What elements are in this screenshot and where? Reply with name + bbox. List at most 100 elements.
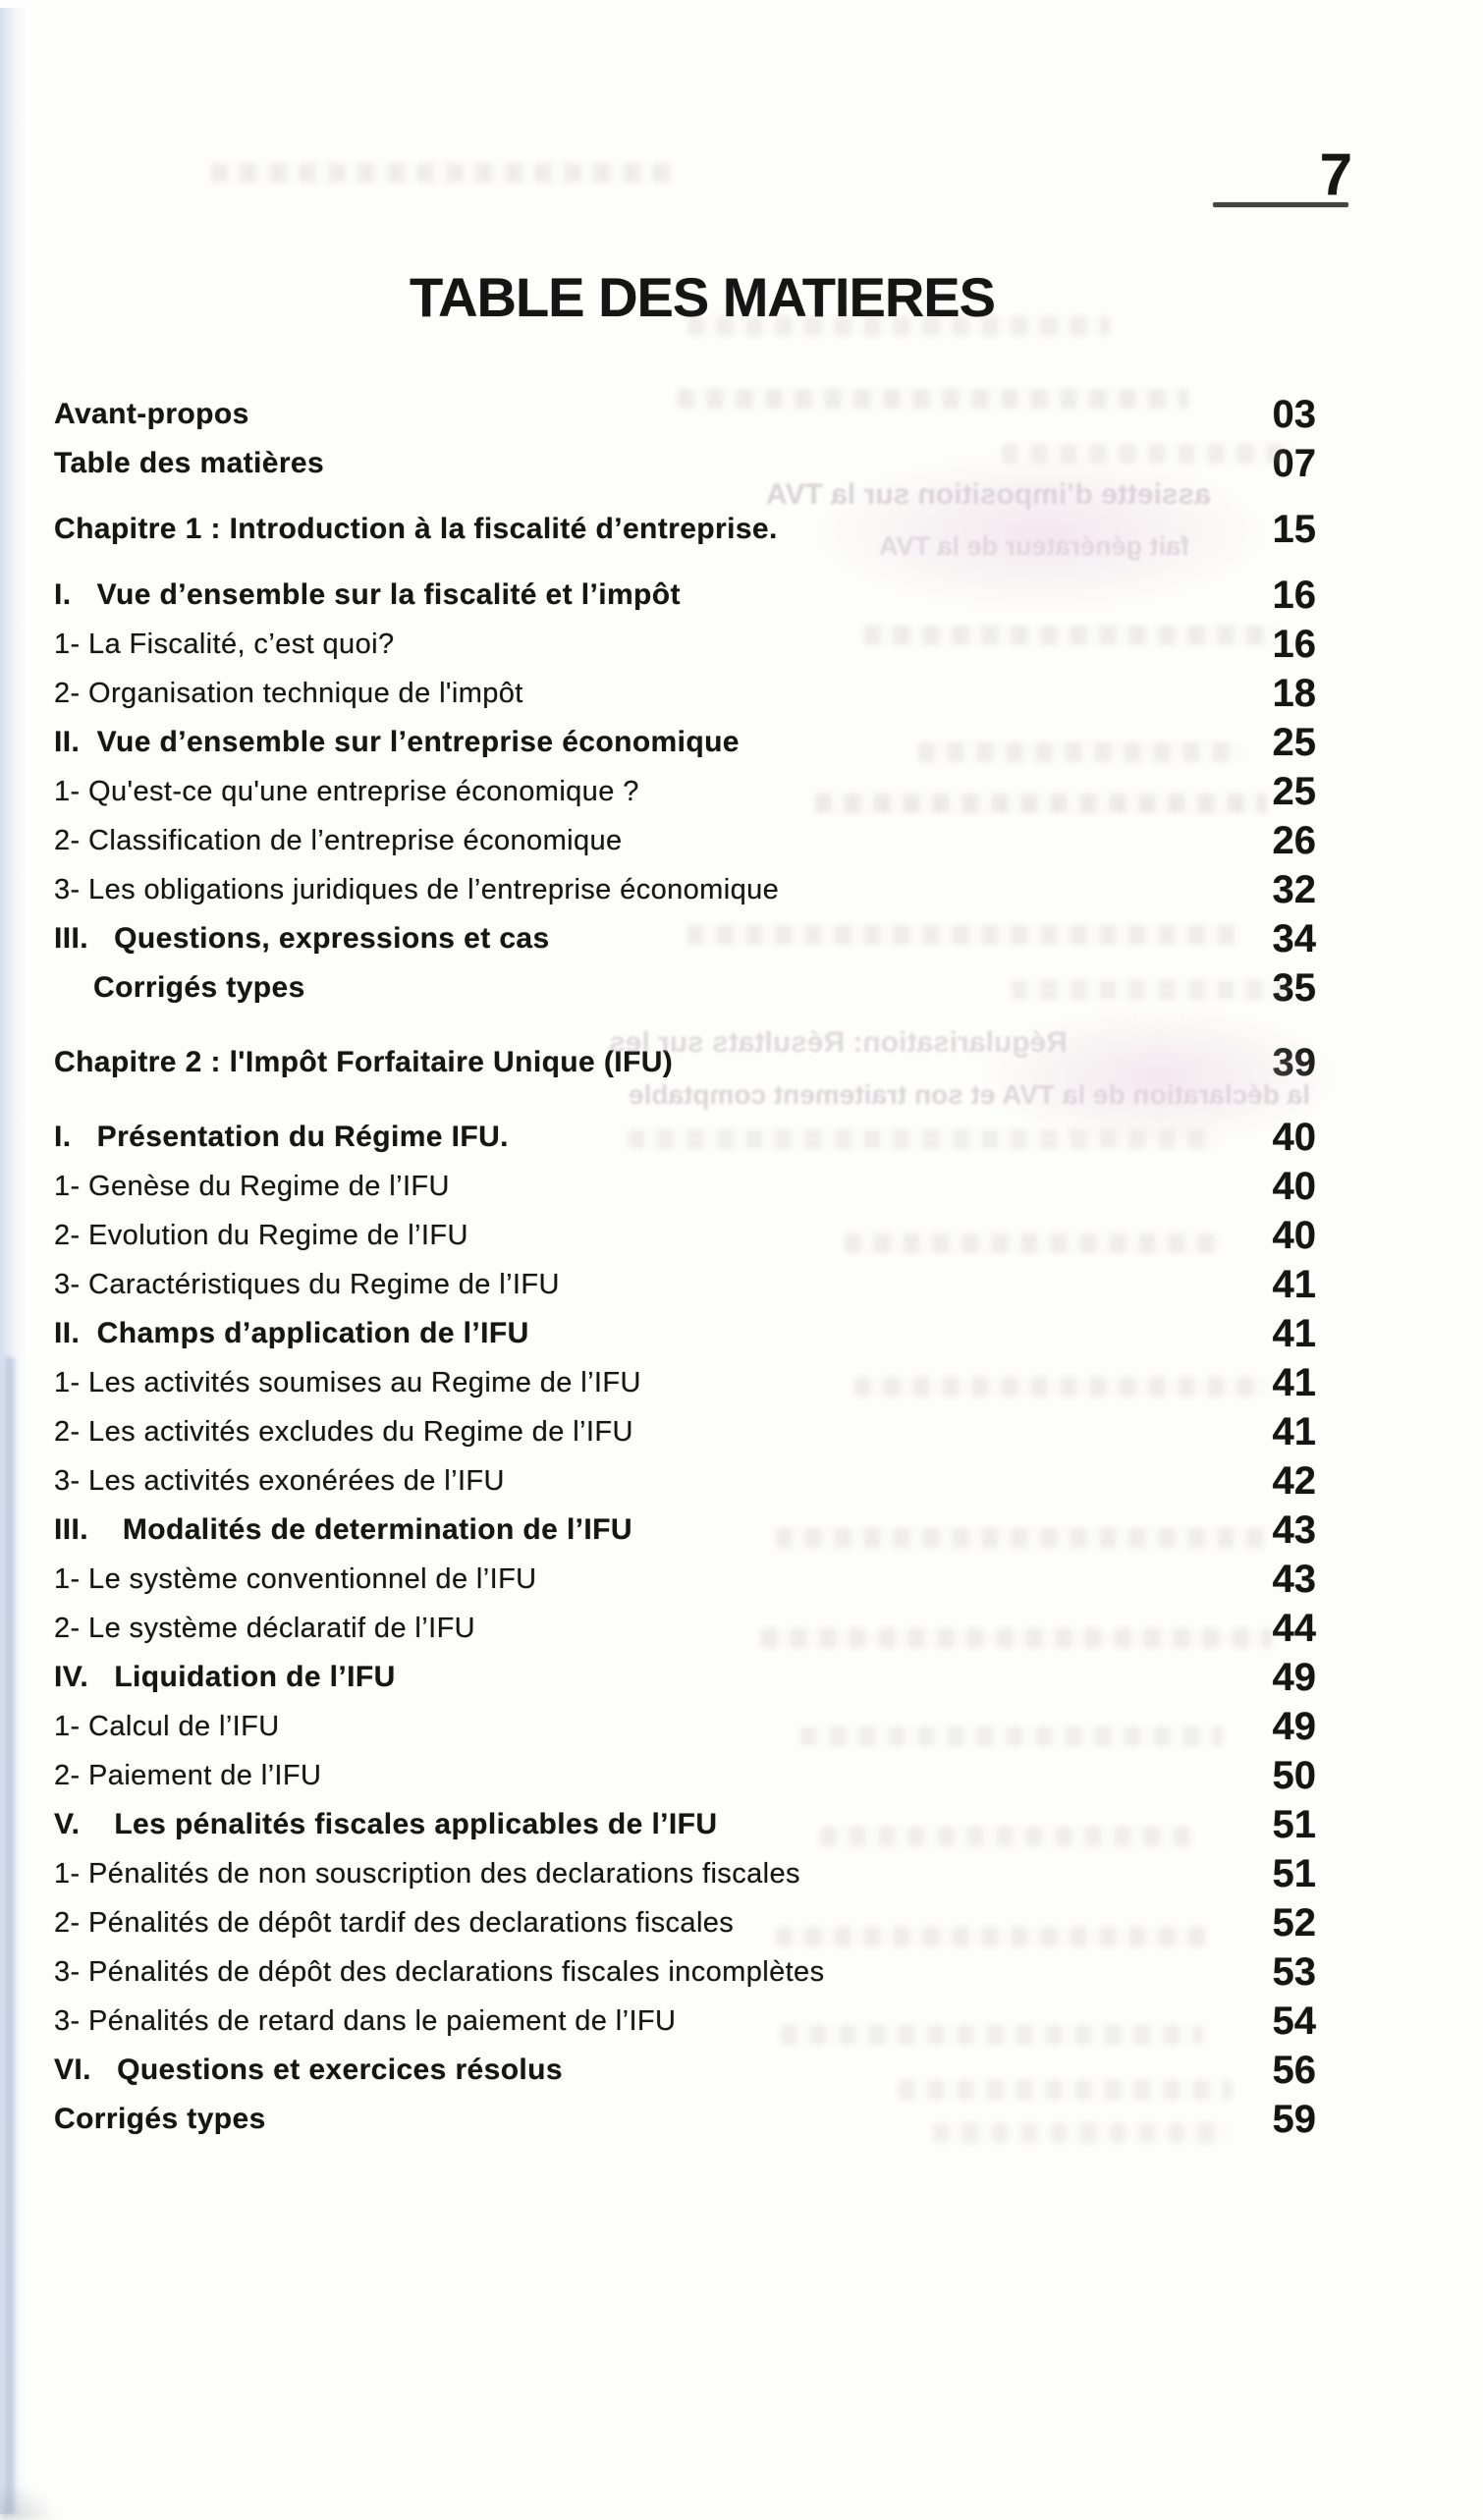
toc-row: 2- Pénalités de dépôt tardif des declara…: [54, 1898, 1316, 1947]
toc-row: Corrigés types 59: [54, 2095, 1316, 2144]
toc-entry-page-number: 41: [1272, 1361, 1317, 1404]
toc-entry-label: 2- Classification de l’entreprise économ…: [54, 824, 623, 856]
toc-row: III. Modalités de determination de l’IFU…: [54, 1506, 1316, 1555]
toc-entry-label: 1- Les activités soumises au Regime de l…: [54, 1366, 641, 1398]
toc-entry-label: 3- Caractéristiques du Regime de l’IFU: [54, 1268, 560, 1300]
toc-entry-page-number: 51: [1272, 1803, 1317, 1846]
toc-entry-page-number: 54: [1272, 2000, 1317, 2043]
toc-entry-page-number: 41: [1272, 1263, 1317, 1306]
toc-row: 1- Pénalités de non souscription des dec…: [54, 1849, 1316, 1898]
toc-row: 3- Les obligations juridiques de l’entre…: [54, 865, 1316, 914]
toc-entry-page-number: 52: [1272, 1901, 1317, 1945]
toc-row: 3- Pénalités de dépôt des declarations f…: [54, 1947, 1316, 1997]
bleed-through-smudge: [211, 163, 673, 183]
toc-entry-page-number: 18: [1272, 672, 1317, 715]
toc-entry-label: 2- Le système déclaratif de l’IFU: [54, 1612, 476, 1644]
toc-entry-page-number: 07: [1272, 442, 1317, 485]
toc-row: Avant-propos 03: [54, 390, 1316, 439]
toc-entry-label: 2- Paiement de l’IFU: [54, 1759, 322, 1791]
toc-row: Chapitre 2 : l'Impôt Forfaitaire Unique …: [54, 1038, 1316, 1087]
scan-edge-corner-smudge: [0, 2481, 59, 2520]
toc-row: III. Questions, expressions et cas 34: [54, 914, 1316, 963]
scan-edge-shadow: [0, 8, 26, 2514]
toc-entry-page-number: 51: [1272, 1852, 1317, 1895]
toc-row: VI. Questions et exercices résolus 56: [54, 2046, 1316, 2095]
toc-row: Corrigés types 35: [54, 963, 1316, 1013]
toc-entry-label: II. Vue d’ensemble sur l’entreprise écon…: [54, 726, 740, 758]
toc-entry-page-number: 40: [1272, 1116, 1317, 1159]
toc-entry-page-number: 26: [1272, 819, 1317, 862]
toc-entry-label: 1- Genèse du Regime de l’IFU: [54, 1170, 450, 1202]
page-number: 7: [1319, 141, 1352, 207]
toc-entry-page-number: 43: [1272, 1558, 1317, 1601]
toc-entry-label: VI. Questions et exercices résolus: [54, 2054, 563, 2086]
toc-entry-page-number: 40: [1272, 1165, 1317, 1208]
toc-row: I. Présentation du Régime IFU. 40: [54, 1113, 1316, 1162]
toc-entry-page-number: 42: [1272, 1459, 1317, 1503]
toc-entry-label: 1- Le système conventionnel de l’IFU: [54, 1562, 537, 1595]
table-of-contents: Avant-propos 03 Table des matières 07 Chapit…: [54, 390, 1316, 2144]
toc-entry-label: 2- Evolution du Regime de l’IFU: [54, 1219, 468, 1251]
toc-entry-page-number: 40: [1272, 1214, 1317, 1257]
toc-entry-page-number: 39: [1272, 1041, 1317, 1084]
toc-row: Chapitre 1 : Introduction à la fiscalité…: [54, 505, 1316, 554]
toc-entry-page-number: 41: [1272, 1410, 1317, 1453]
toc-entry-label: 1- Qu'est-ce qu'une entreprise économiqu…: [54, 775, 639, 807]
toc-entry-page-number: 25: [1272, 770, 1317, 813]
toc-entry-page-number: 50: [1272, 1754, 1317, 1797]
toc-row: 2- Le système déclaratif de l’IFU 44: [54, 1604, 1316, 1653]
toc-entry-page-number: 59: [1272, 2098, 1317, 2141]
toc-entry-label: IV. Liquidation de l’IFU: [54, 1661, 396, 1693]
toc-entry-page-number: 35: [1272, 966, 1317, 1010]
toc-entry-label: V. Les pénalités fiscales applicables de…: [54, 1808, 718, 1840]
toc-entry-label: 2- Les activités excludes du Regime de l…: [54, 1415, 633, 1448]
toc-entry-label: 2- Pénalités de dépôt tardif des declara…: [54, 1906, 735, 1939]
toc-entry-page-number: 44: [1272, 1607, 1317, 1650]
toc-entry-page-number: 43: [1272, 1508, 1317, 1552]
toc-row: 3- Pénalités de retard dans le paiement …: [54, 1997, 1316, 2046]
toc-row: 1- Les activités soumises au Regime de l…: [54, 1358, 1316, 1407]
toc-row: 3- Les activités exonérées de l’IFU 42: [54, 1456, 1316, 1506]
toc-entry-label: II. Champs d’application de l’IFU: [54, 1317, 529, 1349]
toc-entry-label: III. Questions, expressions et cas: [54, 922, 550, 955]
toc-entry-page-number: 49: [1272, 1705, 1317, 1748]
toc-entry-page-number: 25: [1272, 721, 1317, 764]
toc-row: II. Champs d’application de l’IFU 41: [54, 1309, 1316, 1358]
toc-entry-page-number: 34: [1272, 917, 1317, 960]
toc-entry-label: Corrigés types: [93, 971, 305, 1004]
toc-row: 1- La Fiscalité, c’est quoi? 16: [54, 620, 1316, 669]
toc-entry-label: Corrigés types: [54, 2103, 266, 2135]
toc-row: 1- Le système conventionnel de l’IFU 43: [54, 1555, 1316, 1604]
toc-row: 2- Les activités excludes du Regime de l…: [54, 1407, 1316, 1456]
toc-entry-label: Avant-propos: [54, 398, 249, 430]
page-title: TABLE DES MATIERES: [410, 266, 996, 328]
toc-entry-page-number: 16: [1272, 574, 1317, 617]
toc-row: 1- Qu'est-ce qu'une entreprise économiqu…: [54, 767, 1316, 816]
toc-entry-label: Chapitre 1 : Introduction à la fiscalité…: [54, 513, 778, 545]
toc-entry-page-number: 41: [1272, 1312, 1317, 1355]
toc-entry-page-number: 32: [1272, 868, 1317, 911]
toc-entry-label: Table des matières: [54, 447, 325, 479]
toc-entry-page-number: 56: [1272, 2049, 1317, 2092]
toc-row: 1- Genèse du Regime de l’IFU 40: [54, 1162, 1316, 1211]
toc-entry-page-number: 16: [1272, 623, 1317, 666]
toc-row: 2- Classification de l’entreprise économ…: [54, 816, 1316, 865]
toc-row: V. Les pénalités fiscales applicables de…: [54, 1800, 1316, 1849]
toc-entry-page-number: 15: [1272, 508, 1317, 551]
toc-entry-label: 3- Pénalités de retard dans le paiement …: [54, 2004, 677, 2037]
toc-row: 2- Paiement de l’IFU 50: [54, 1751, 1316, 1800]
page-number-underline: [1213, 202, 1348, 207]
toc-entry-page-number: 49: [1272, 1656, 1317, 1699]
toc-row: 2- Organisation technique de l'impôt 18: [54, 669, 1316, 718]
toc-entry-label: 2- Organisation technique de l'impôt: [54, 677, 523, 709]
toc-entry-label: 1- La Fiscalité, c’est quoi?: [54, 628, 395, 660]
toc-entry-label: 1- Pénalités de non souscription des dec…: [54, 1857, 800, 1890]
toc-entry-label: I. Vue d’ensemble sur la fiscalité et l’…: [54, 578, 681, 611]
toc-entry-label: Chapitre 2 : l'Impôt Forfaitaire Unique …: [54, 1046, 674, 1078]
toc-row: 3- Caractéristiques du Regime de l’IFU 41: [54, 1260, 1316, 1309]
toc-entry-label: 3- Les obligations juridiques de l’entre…: [54, 873, 780, 905]
toc-entry-label: III. Modalités de determination de l’IFU: [54, 1513, 632, 1546]
toc-entry-page-number: 03: [1272, 393, 1317, 436]
toc-row: 1- Calcul de l’IFU 49: [54, 1702, 1316, 1751]
toc-row: I. Vue d’ensemble sur la fiscalité et l’…: [54, 571, 1316, 620]
